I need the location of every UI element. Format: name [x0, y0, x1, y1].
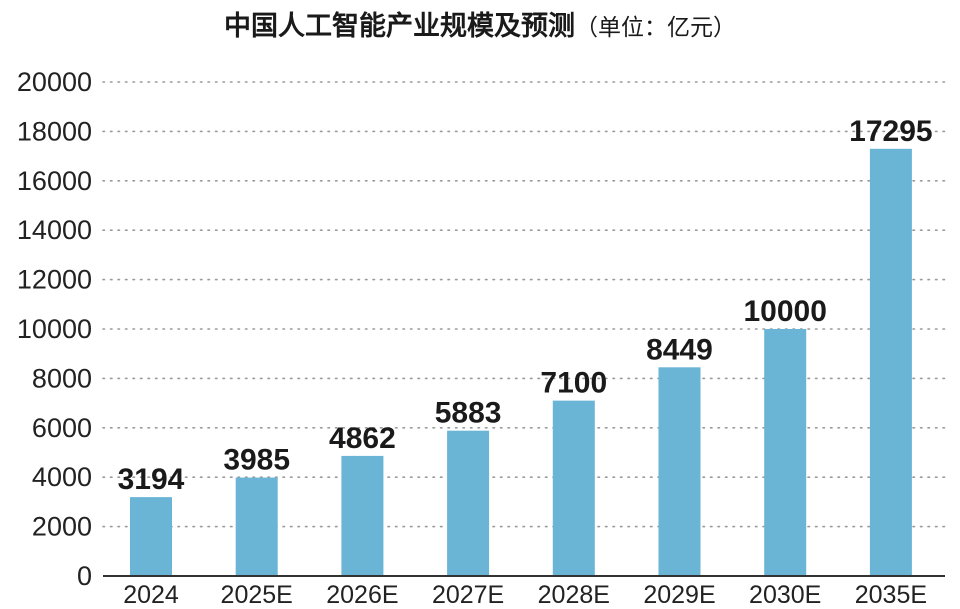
x-tick-label: 2024	[123, 581, 179, 609]
bar-2035E	[869, 148, 912, 576]
data-label-2024: 3194	[118, 463, 185, 496]
bars	[130, 148, 912, 576]
y-tick-label: 0	[77, 561, 92, 591]
chart-title-block: 中国人工智能产业规模及预测（单位：亿元）	[0, 4, 960, 43]
x-tick-label: 2030E	[749, 581, 821, 609]
y-tick-label: 10000	[17, 314, 92, 344]
bar-2024	[130, 497, 172, 576]
y-axis-ticks: 0 2000 4000 6000 8000 10000 12000 14000 16000 180…	[17, 67, 92, 591]
y-tick-label: 2000	[32, 512, 92, 542]
chart-subtitle: （单位：亿元）	[575, 15, 736, 41]
x-tick-label: 2027E	[432, 581, 504, 609]
y-tick-label: 4000	[32, 462, 92, 492]
chart-title: 中国人工智能产业规模及预测	[224, 11, 575, 42]
data-label-2030E: 10000	[743, 295, 826, 328]
bar-2029E	[658, 367, 701, 576]
x-tick-label: 2035E	[855, 581, 927, 609]
y-tick-label: 18000	[17, 116, 92, 146]
data-label-2026E: 4862	[329, 422, 396, 455]
data-labels: 3194 3985 4862 5883 7100 8449 10000 17295	[118, 115, 933, 496]
bar-2025E	[235, 477, 278, 576]
y-tick-label: 16000	[17, 166, 92, 196]
y-tick-label: 14000	[17, 215, 92, 245]
bar-2030E	[764, 329, 807, 576]
x-tick-label: 2029E	[643, 581, 715, 609]
y-tick-label: 20000	[17, 67, 92, 97]
data-label-2028E: 7100	[540, 367, 607, 400]
data-label-2027E: 5883	[435, 397, 502, 430]
grid-lines	[102, 81, 946, 528]
data-label-2029E: 8449	[646, 333, 713, 366]
bar-2026E	[341, 455, 384, 576]
y-tick-label: 6000	[32, 413, 92, 443]
x-tick-label: 2028E	[538, 581, 610, 609]
y-tick-label: 8000	[32, 363, 92, 393]
y-tick-label: 12000	[17, 265, 92, 295]
data-label-2035E: 17295	[849, 115, 932, 148]
x-tick-label: 2026E	[326, 581, 398, 609]
data-label-2025E: 3985	[223, 444, 290, 477]
bar-2027E	[447, 430, 490, 576]
x-tick-label: 2025E	[221, 581, 293, 609]
bar-2028E	[552, 400, 595, 576]
x-axis-ticks: 2024 2025E 2026E 2027E 2028E 2029E 2030E 2035E	[123, 581, 927, 609]
